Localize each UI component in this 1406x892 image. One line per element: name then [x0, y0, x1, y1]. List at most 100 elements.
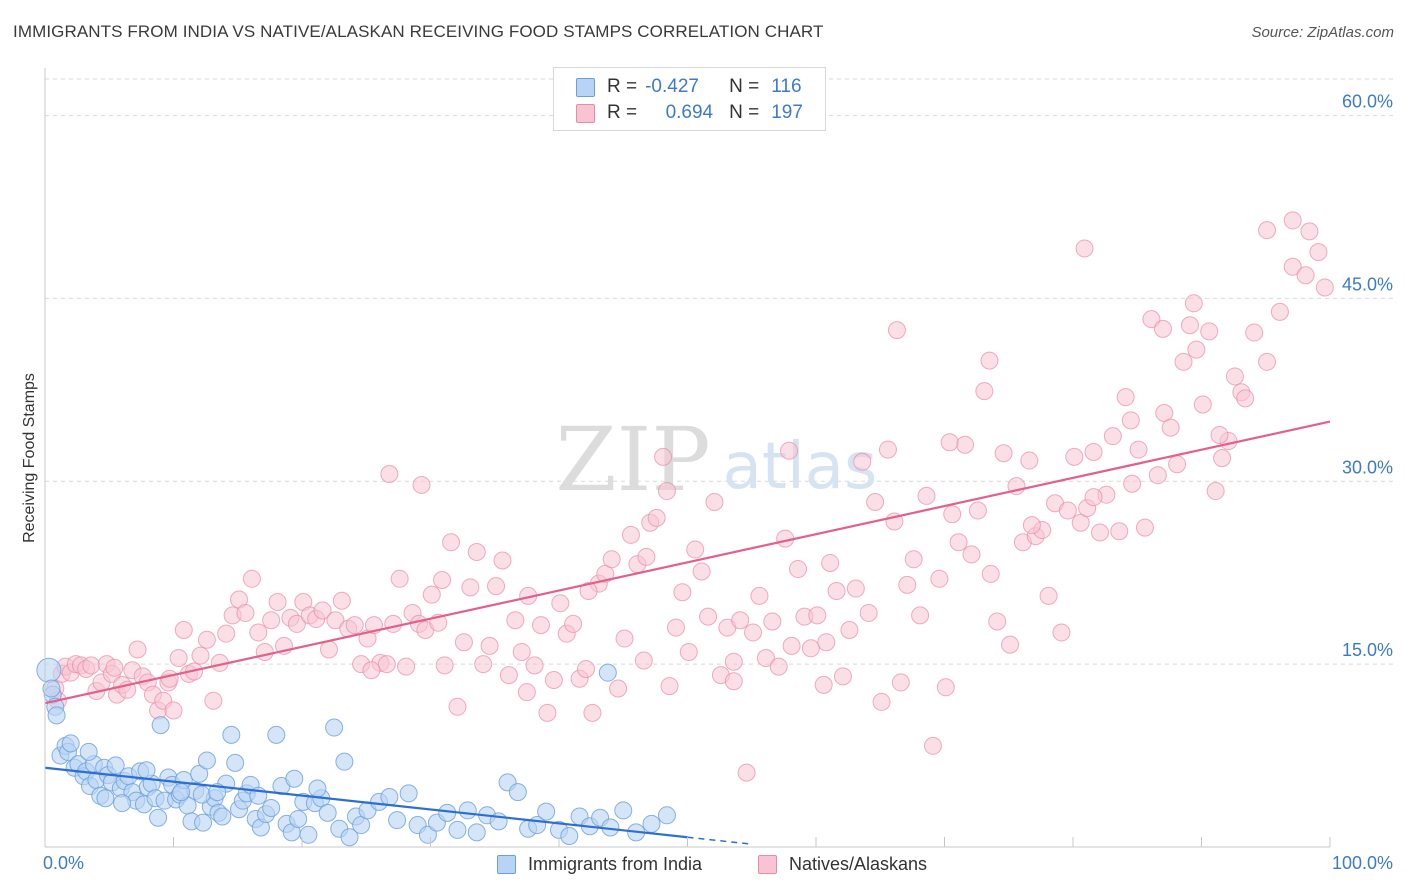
legend-r-value: 0.694: [665, 102, 714, 123]
data-point-natives-alaskans: [506, 611, 525, 630]
data-point-immigrants-india: [194, 813, 213, 832]
series-legend-label: Natives/Alaskans: [789, 854, 928, 874]
data-point-natives-alaskans: [756, 649, 775, 668]
data-point-natives-alaskans: [332, 591, 351, 610]
data-point-natives-alaskans: [898, 575, 917, 594]
data-point-natives-alaskans: [1110, 522, 1129, 541]
data-point-natives-alaskans: [660, 677, 679, 696]
data-point-natives-alaskans: [1103, 427, 1122, 446]
data-point-natives-alaskans: [499, 666, 518, 685]
data-point-natives-alaskans: [384, 614, 403, 633]
data-point-natives-alaskans: [1121, 411, 1140, 430]
data-point-natives-alaskans: [1296, 266, 1315, 285]
data-point-natives-alaskans: [692, 562, 711, 581]
data-point-natives-alaskans: [887, 321, 906, 340]
data-point-immigrants-india: [36, 657, 62, 683]
data-point-natives-alaskans: [609, 679, 628, 698]
data-point-natives-alaskans: [236, 603, 255, 622]
data-point-natives-alaskans: [750, 586, 769, 605]
data-point-natives-alaskans: [988, 612, 1007, 631]
data-point-natives-alaskans: [448, 697, 467, 716]
data-point-natives-alaskans: [1210, 425, 1229, 444]
data-point-immigrants-india: [137, 761, 156, 780]
data-point-natives-alaskans: [930, 569, 949, 588]
data-point-natives-alaskans: [435, 656, 454, 675]
data-point-natives-alaskans: [782, 636, 801, 655]
data-point-immigrants-india: [172, 783, 191, 802]
data-point-immigrants-india: [79, 742, 98, 761]
data-point-immigrants-india: [537, 802, 556, 821]
data-point-natives-alaskans: [1075, 239, 1094, 258]
y-tick-label: 30.0%: [1342, 457, 1393, 477]
series-legend-swatch-blue: [497, 855, 516, 874]
data-point-natives-alaskans: [769, 657, 788, 676]
data-point-immigrants-india: [448, 820, 467, 839]
data-point-natives-alaskans: [833, 667, 852, 686]
data-point-natives-alaskans: [872, 692, 891, 711]
data-point-natives-alaskans: [817, 633, 836, 652]
legend-swatch-pink: [576, 103, 595, 123]
data-point-natives-alaskans: [362, 661, 381, 680]
data-point-natives-alaskans: [1200, 322, 1219, 341]
source-label: Source: ZipAtlas.com: [1251, 24, 1394, 41]
data-point-natives-alaskans: [956, 435, 975, 454]
data-point-immigrants-india: [113, 794, 132, 813]
data-point-natives-alaskans: [1161, 418, 1180, 437]
data-point-natives-alaskans: [474, 655, 493, 674]
series-legend-item-india: Immigrants from India: [497, 854, 702, 875]
data-point-natives-alaskans: [1193, 395, 1212, 414]
data-point-natives-alaskans: [808, 606, 827, 625]
data-point-natives-alaskans: [637, 547, 656, 566]
data-point-natives-alaskans: [1270, 302, 1289, 321]
data-point-natives-alaskans: [1148, 466, 1167, 485]
legend-r-label: R =: [607, 76, 638, 97]
data-point-natives-alaskans: [461, 578, 480, 597]
data-point-immigrants-india: [325, 718, 344, 737]
data-point-immigrants-india: [614, 801, 633, 820]
data-point-natives-alaskans: [744, 623, 763, 642]
correlation-legend: R = -0.427 N = 116 R = 0.694 N = 197: [553, 67, 826, 131]
data-point-natives-alaskans: [544, 670, 563, 689]
watermark-zip: ZIP: [555, 408, 710, 511]
data-point-natives-alaskans: [968, 501, 987, 520]
data-point-natives-alaskans: [174, 621, 193, 640]
data-point-immigrants-india: [190, 764, 209, 783]
data-point-natives-alaskans: [724, 672, 743, 691]
data-point-natives-alaskans: [949, 533, 968, 552]
data-point-natives-alaskans: [699, 607, 718, 626]
data-point-natives-alaskans: [846, 579, 865, 598]
data-point-natives-alaskans: [1065, 447, 1084, 466]
data-point-natives-alaskans: [422, 585, 441, 604]
data-point-natives-alaskans: [666, 618, 685, 637]
data-point-immigrants-india: [149, 808, 168, 827]
trend-lines: [44, 420, 1331, 845]
data-point-immigrants-india: [508, 783, 527, 802]
chart-title: IMMIGRANTS FROM INDIA VS NATIVE/ALASKAN …: [13, 22, 824, 41]
data-point-natives-alaskans: [679, 642, 698, 661]
data-point-immigrants-india: [226, 753, 245, 772]
data-point-natives-alaskans: [1153, 319, 1172, 338]
data-point-natives-alaskans: [390, 569, 409, 588]
data-point-natives-alaskans: [975, 382, 994, 401]
data-point-natives-alaskans: [1180, 316, 1199, 335]
data-point-natives-alaskans: [724, 652, 743, 671]
data-point-immigrants-india: [657, 806, 676, 825]
legend-r-label: R =: [607, 102, 638, 123]
data-point-natives-alaskans: [380, 464, 399, 483]
data-point-natives-alaskans: [583, 703, 602, 722]
data-point-natives-alaskans: [1123, 474, 1142, 493]
data-point-natives-alaskans: [859, 603, 878, 622]
data-point-immigrants-india: [192, 785, 211, 804]
data-point-natives-alaskans: [191, 646, 210, 665]
data-point-natives-alaskans: [1309, 243, 1328, 262]
data-point-natives-alaskans: [1135, 518, 1154, 537]
data-point-natives-alaskans: [326, 611, 345, 630]
data-point-natives-alaskans: [994, 444, 1013, 463]
data-point-immigrants-india: [335, 752, 354, 771]
legend-row-pink: R = 0.694 N = 197: [576, 101, 803, 125]
data-point-natives-alaskans: [936, 678, 955, 697]
data-point-natives-alaskans: [917, 486, 936, 505]
data-point-immigrants-india: [642, 814, 661, 833]
data-point-natives-alaskans: [576, 660, 595, 679]
data-point-natives-alaskans: [487, 577, 506, 596]
